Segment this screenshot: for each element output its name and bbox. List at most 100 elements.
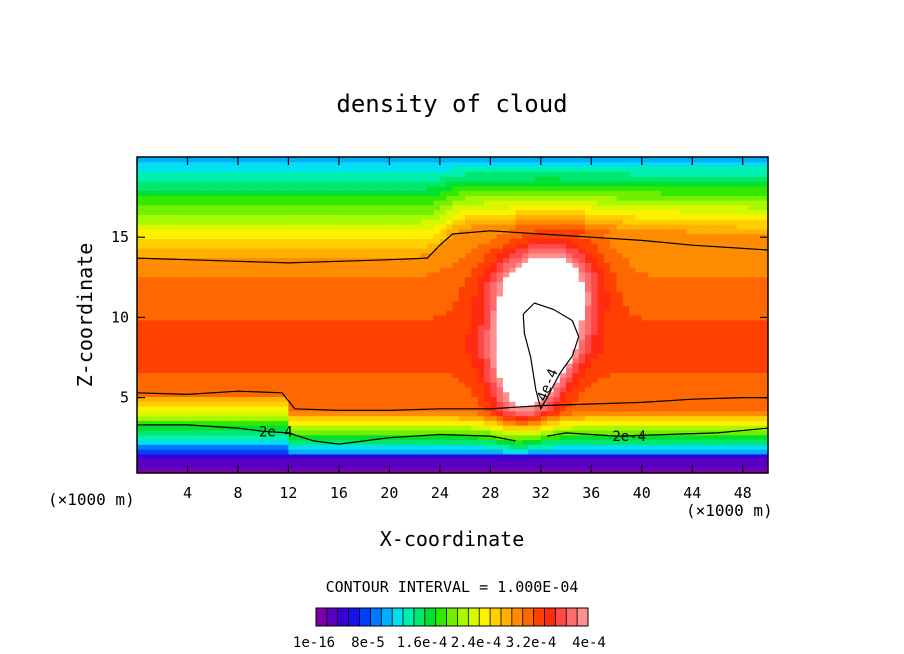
field-cell [212,425,220,431]
field-cell [219,358,226,364]
field-cell [231,382,239,388]
field-cell [237,377,245,383]
field-cell [547,425,555,431]
field-cell [288,319,296,326]
field-cell [338,353,346,359]
field-cell [452,434,460,441]
field-cell [547,233,555,239]
field-cell [206,295,214,302]
field-cell [420,247,428,254]
field-cell [351,267,359,273]
field-cell [364,291,372,297]
field-cell [433,463,441,469]
field-cell [534,171,542,177]
field-cell [610,348,618,354]
field-cell [143,315,151,321]
field-cell [206,453,214,460]
field-cell [225,267,233,273]
field-cell [370,444,378,450]
field-cell [200,262,208,268]
field-cell [326,353,334,359]
field-cell [357,238,365,244]
field-cell [294,209,302,216]
field-cell [174,377,182,383]
field-cell [585,377,592,383]
field-cell [332,271,340,278]
field-cell [168,367,176,374]
field-cell [345,291,353,297]
field-cell [484,420,491,426]
field-cell [168,410,176,417]
field-cell [225,286,233,292]
field-cell [585,171,592,177]
field-cell [490,420,498,426]
field-cell [237,204,245,211]
field-cell [263,391,271,397]
field-cell [155,315,163,321]
field-cell [313,362,321,369]
field-cell [174,161,182,168]
field-cell [313,291,321,297]
field-cell [137,195,144,201]
field-cell [402,324,409,330]
field-cell [263,415,271,421]
field-cell [578,262,586,268]
field-cell [187,420,195,426]
field-cell [471,468,479,473]
field-cell [395,458,403,465]
field-cell [502,286,510,292]
field-cell [338,305,346,311]
field-cell [408,449,416,455]
field-cell [168,276,176,283]
field-cell [395,185,403,192]
field-cell [446,415,454,421]
field-cell [490,204,498,211]
field-cell [521,180,529,187]
field-cell [345,300,353,307]
field-cell [301,386,308,393]
field-cell [275,362,283,369]
field-cell [603,396,611,402]
field-cell [603,271,611,278]
field-cell [168,209,176,216]
field-cell [578,224,586,230]
field-cell [420,295,428,302]
field-cell [307,334,315,340]
field-cell [275,200,283,206]
field-cell [427,410,435,417]
field-cell [193,271,201,278]
field-cell [149,219,157,225]
field-cell [484,468,491,473]
field-cell [263,157,271,163]
field-cell [408,209,416,216]
field-cell [137,463,144,469]
field-cell [477,343,485,350]
field-cell [275,463,283,469]
field-cell [357,305,365,311]
field-cell [585,343,592,350]
field-cell [155,372,163,378]
field-cell [578,252,586,259]
field-cell [219,396,226,402]
field-cell [420,185,428,192]
field-cell [433,348,441,354]
field-cell [402,200,409,206]
field-cell [496,415,504,421]
field-cell [490,224,498,230]
field-cell [364,382,372,388]
field-cell [559,315,567,321]
field-cell [515,415,523,421]
field-cell [528,209,536,216]
field-cell [414,300,422,307]
field-cell [357,286,365,292]
field-cell [288,157,296,163]
field-cell [357,300,365,307]
field-cell [269,343,277,350]
field-cell [244,396,252,402]
field-cell [193,362,201,369]
field-cell [294,382,302,388]
field-cell [282,367,290,374]
field-cell [389,420,397,426]
field-cell [553,247,561,254]
field-cell [389,305,397,311]
